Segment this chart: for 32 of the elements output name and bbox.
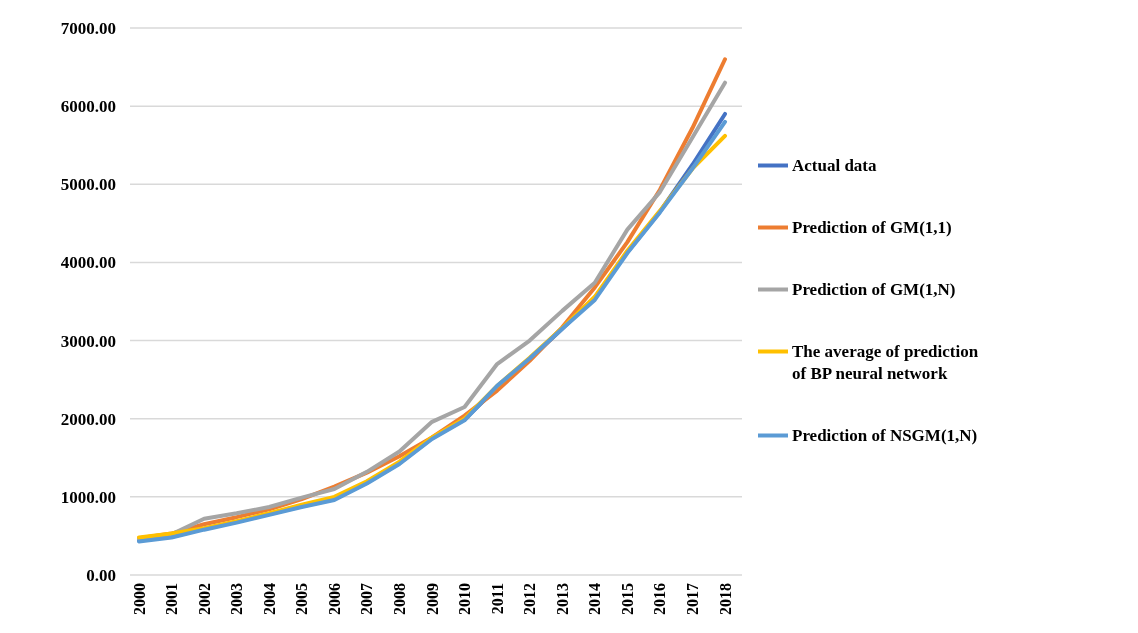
y-tick-label: 6000.00 <box>60 97 116 117</box>
y-tick-label: 2000.00 <box>60 409 116 429</box>
legend-label: Prediction of GM(1,1) <box>792 218 952 238</box>
x-tick-label: 2004 <box>260 583 278 615</box>
y-tick-label: 4000.00 <box>60 253 116 273</box>
x-tick-label: 2014 <box>586 583 604 615</box>
x-tick-label: 2011 <box>488 583 506 615</box>
x-tick-label: 2017 <box>684 583 702 615</box>
x-tick-label: 2008 <box>391 583 409 615</box>
x-tick-label: 2002 <box>195 583 213 615</box>
x-tick-label: 2005 <box>293 583 311 615</box>
y-tick-label: 7000.00 <box>60 18 116 38</box>
x-tick-label: 2018 <box>716 583 734 615</box>
x-tick-label: 2013 <box>553 583 571 615</box>
x-tick-label: 2009 <box>423 583 441 615</box>
x-tick-label: 2012 <box>521 583 539 615</box>
x-tick-label: 2007 <box>358 583 376 615</box>
legend-label: Prediction of NSGM(1,N) <box>792 426 978 446</box>
y-tick-label: 1000.00 <box>60 487 116 507</box>
legend-label: The average of prediction of BP neural network <box>792 342 979 384</box>
x-tick-label: 2006 <box>325 583 343 615</box>
x-tick-label: 2000 <box>130 583 148 615</box>
x-tick-label: 2010 <box>456 583 474 615</box>
y-tick-label: 0.00 <box>86 565 116 585</box>
x-tick-label: 2015 <box>618 583 636 615</box>
legend-label: Prediction of GM(1,N) <box>792 280 956 300</box>
x-tick-label: 2016 <box>651 583 669 615</box>
y-tick-label: 5000.00 <box>60 175 116 195</box>
x-tick-label: 2003 <box>228 583 246 615</box>
legend-label: Actual data <box>792 156 878 176</box>
y-tick-label: 3000.00 <box>60 331 116 351</box>
x-tick-label: 2001 <box>163 583 181 615</box>
